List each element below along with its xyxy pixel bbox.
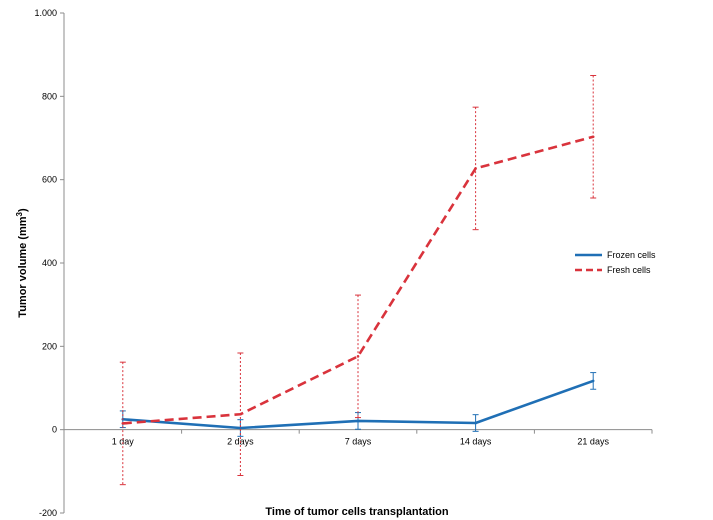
x-axis: 1 day 2 days 7 days 14 days 21 days [63, 429, 653, 447]
y-tick-label: 800 [42, 91, 57, 101]
y-tick-label: 400 [42, 258, 57, 268]
y-tick-label: 1.000 [34, 8, 57, 18]
x-tick-label: 7 days [345, 437, 372, 447]
data-point [356, 355, 360, 358]
y-axis-title: Tumor volume (mm3) [15, 208, 29, 318]
legend: Frozen cells Fresh cells [575, 250, 656, 275]
x-tick-label: 21 days [577, 437, 609, 447]
y-axis-title-sup: 3 [15, 211, 24, 216]
data-point [591, 135, 595, 139]
legend-label: Fresh cells [607, 265, 651, 275]
series-line [122, 135, 594, 425]
y-axis-title-end: ) [17, 208, 29, 212]
data-point [474, 421, 477, 425]
data-point [591, 379, 595, 383]
legend-label: Frozen cells [607, 250, 656, 260]
y-tick-label: 0 [52, 425, 57, 435]
series-fresh-cells [119, 75, 597, 486]
y-axis: -200 0 200 400 600 800 1.000 [34, 8, 65, 518]
data-point [121, 422, 125, 425]
data-point [239, 412, 242, 416]
data-point [239, 426, 242, 430]
x-tick-label: 14 days [460, 437, 492, 447]
series-layer [119, 75, 597, 486]
y-axis-title-main: Tumor volume (mm [17, 216, 29, 317]
y-tick-label: 600 [42, 175, 57, 185]
x-axis-title: Time of tumor cells transplantation [265, 506, 448, 518]
data-point [474, 167, 477, 170]
y-tick-label: 200 [42, 341, 57, 351]
y-tick-label: -200 [39, 508, 57, 518]
x-tick-label: 1 day [112, 437, 135, 447]
data-point [356, 419, 360, 423]
